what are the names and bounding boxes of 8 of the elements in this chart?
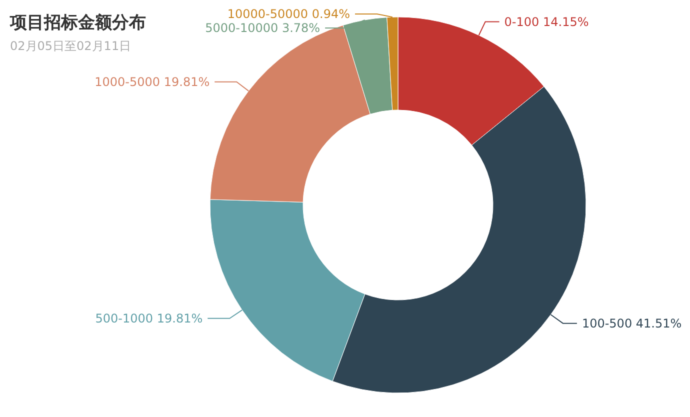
text: 02月05日至02月11日 [10,39,132,53]
slice-label: 0-100 14.15% [504,14,589,29]
slice-label: 100-500 41.51% [582,316,682,331]
slice-label: 1000-5000 19.81% [94,75,210,90]
slice-label: 10000-50000 0.94% [227,7,350,22]
slice-label: 5000-10000 3.78% [205,21,320,36]
chart-title: 项目招标金额分布 [9,13,146,33]
slice-label: 500-1000 19.81% [95,312,203,326]
